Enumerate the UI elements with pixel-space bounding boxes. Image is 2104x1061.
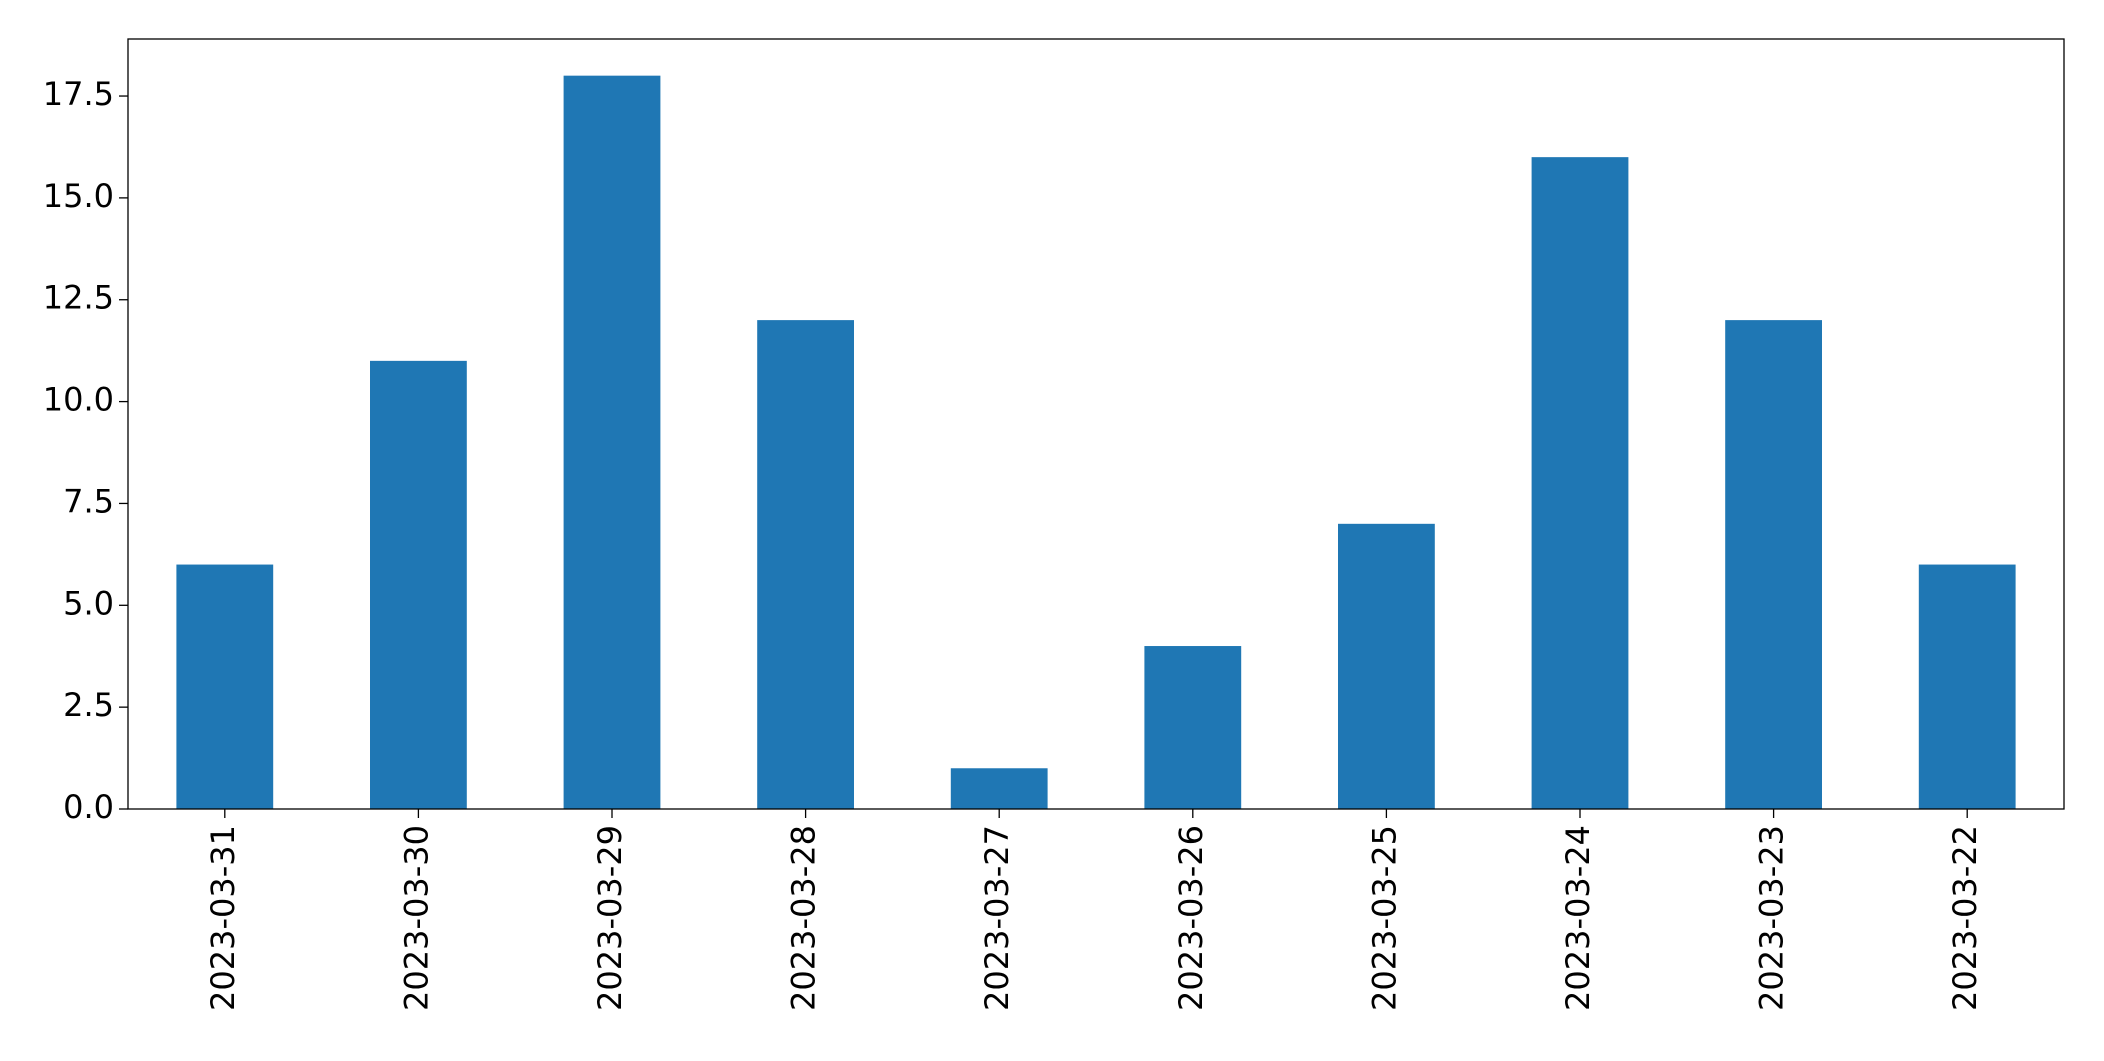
bar bbox=[176, 564, 274, 809]
bar bbox=[1725, 320, 1822, 809]
x-tick-label: 2023-03-25 bbox=[1365, 825, 1403, 1011]
bar bbox=[1918, 564, 2016, 809]
x-tick-label: 2023-03-22 bbox=[1946, 825, 1984, 1011]
bar bbox=[1338, 523, 1435, 809]
x-tick-label: 2023-03-29 bbox=[591, 825, 629, 1011]
x-tick-label: 2023-03-24 bbox=[1559, 825, 1597, 1011]
bar bbox=[563, 75, 661, 809]
bar bbox=[370, 360, 467, 809]
y-tick-label: 15.0 bbox=[43, 177, 114, 215]
x-tick-label: 2023-03-30 bbox=[397, 825, 435, 1011]
x-tick-label: 2023-03-23 bbox=[1753, 825, 1791, 1011]
bar bbox=[950, 768, 1048, 809]
x-tick-label: 2023-03-27 bbox=[978, 825, 1016, 1011]
bar bbox=[757, 320, 854, 809]
bar bbox=[1531, 157, 1629, 810]
x-tick-label: 2023-03-31 bbox=[204, 825, 242, 1011]
x-tick-label: 2023-03-28 bbox=[785, 825, 823, 1011]
y-tick-label: 7.5 bbox=[63, 482, 114, 520]
bar bbox=[1144, 646, 1242, 809]
y-tick-label: 12.5 bbox=[43, 279, 114, 317]
x-tick-label: 2023-03-26 bbox=[1172, 825, 1210, 1011]
plot-frame bbox=[127, 38, 2065, 810]
y-tick-label: 17.5 bbox=[43, 75, 114, 113]
y-tick-label: 2.5 bbox=[63, 686, 114, 724]
y-tick-label: 0.0 bbox=[63, 788, 114, 826]
y-tick-label: 10.0 bbox=[43, 381, 114, 419]
y-tick-label: 5.0 bbox=[63, 584, 114, 622]
